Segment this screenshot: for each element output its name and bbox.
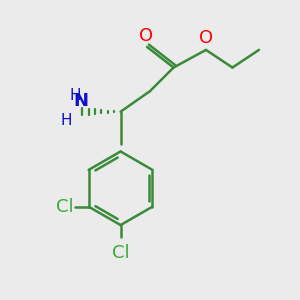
Text: N: N bbox=[73, 92, 88, 110]
Text: Cl: Cl bbox=[56, 198, 74, 216]
Text: O: O bbox=[139, 27, 153, 45]
Text: H: H bbox=[69, 88, 81, 103]
Text: H: H bbox=[60, 113, 72, 128]
Text: O: O bbox=[199, 29, 213, 47]
Text: Cl: Cl bbox=[112, 244, 129, 262]
